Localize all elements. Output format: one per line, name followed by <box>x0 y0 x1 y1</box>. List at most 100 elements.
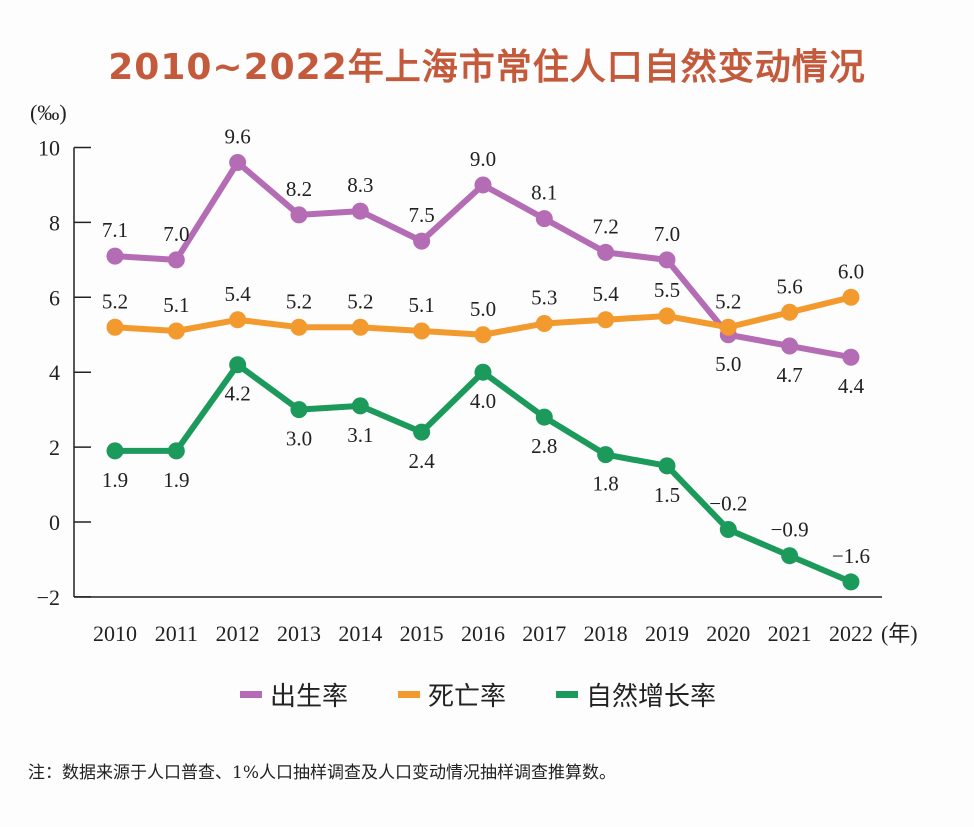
data-point <box>167 442 185 460</box>
data-point <box>842 573 860 591</box>
data-label: −0.9 <box>771 518 809 542</box>
x-tick-label: 2020 <box>706 621 750 646</box>
data-point <box>351 202 369 220</box>
y-tick-label: 0 <box>49 510 60 535</box>
y-tick-label: 10 <box>38 136 60 161</box>
data-point <box>351 318 369 336</box>
data-point <box>167 322 185 340</box>
data-label: 5.2 <box>347 289 373 313</box>
data-point <box>535 408 553 426</box>
legend: 出生率 死亡率 自然增长率 <box>240 676 716 713</box>
footnote: 注：数据来源于人口普查、1%人口抽样调查及人口变动情况抽样调查推算数。 <box>28 763 616 783</box>
data-label: 5.1 <box>163 293 189 317</box>
legend-item-growth: 自然增长率 <box>556 676 716 713</box>
data-point <box>658 457 676 475</box>
data-point <box>719 520 737 538</box>
data-label: 5.0 <box>470 297 496 321</box>
data-point <box>229 311 247 329</box>
legend-item-death: 死亡率 <box>398 676 506 713</box>
x-tick-label: 2013 <box>277 621 321 646</box>
data-point <box>229 356 247 374</box>
y-axis-unit: (‰) <box>30 100 67 125</box>
data-point <box>781 303 799 321</box>
data-point <box>474 363 492 381</box>
data-point <box>842 348 860 366</box>
data-point <box>597 446 615 464</box>
data-label: 5.2 <box>102 289 128 313</box>
data-label: 8.2 <box>286 177 312 201</box>
data-point <box>658 307 676 325</box>
data-label: 5.2 <box>715 289 741 313</box>
data-point <box>290 318 308 336</box>
data-point <box>474 326 492 344</box>
legend-label: 自然增长率 <box>586 682 717 712</box>
data-point <box>167 251 185 269</box>
legend-swatch <box>240 691 262 698</box>
data-label: −0.2 <box>709 491 747 515</box>
data-point <box>597 243 615 261</box>
x-tick-label: 2022 <box>829 621 873 646</box>
x-tick-label: 2016 <box>461 621 505 646</box>
data-label: 2.4 <box>409 449 436 473</box>
data-label: 4.7 <box>777 363 803 387</box>
data-label: 1.8 <box>593 472 619 496</box>
data-label: 7.2 <box>593 214 619 238</box>
data-label: 5.4 <box>225 282 252 306</box>
data-label: 9.0 <box>470 147 496 171</box>
data-point <box>351 397 369 415</box>
data-label: 1.9 <box>102 468 128 492</box>
data-label: −1.6 <box>832 544 870 568</box>
legend-swatch <box>556 691 579 698</box>
data-label: 8.3 <box>347 173 373 197</box>
data-point <box>597 311 615 329</box>
data-label: 3.0 <box>286 427 312 451</box>
data-label: 7.0 <box>654 222 680 246</box>
data-label: 2.8 <box>531 434 557 458</box>
data-label: 4.4 <box>838 374 865 398</box>
data-label: 5.5 <box>654 278 680 302</box>
y-tick-label: 2 <box>49 435 60 460</box>
data-label: 7.0 <box>163 222 189 246</box>
data-label: 4.2 <box>225 382 251 406</box>
x-tick-label: 2011 <box>155 621 198 646</box>
data-label: 5.4 <box>593 282 620 306</box>
legend-item-birth: 出生率 <box>240 676 348 713</box>
data-label: 4.0 <box>470 389 496 413</box>
data-label: 5.3 <box>531 286 557 310</box>
x-axis-unit: (年) <box>881 621 918 646</box>
data-point <box>658 251 676 269</box>
data-point <box>413 423 431 441</box>
data-label: 6.0 <box>838 259 864 283</box>
x-tick-label: 2010 <box>93 621 137 646</box>
x-tick-label: 2021 <box>768 621 812 646</box>
data-label: 5.6 <box>777 274 803 298</box>
x-tick-label: 2012 <box>216 621 260 646</box>
chart-title: 2010~2022年上海市常住人口自然变动情况 <box>108 47 866 88</box>
data-point <box>106 442 124 460</box>
data-point <box>229 153 247 171</box>
legend-swatch <box>398 691 421 698</box>
data-point <box>413 232 431 250</box>
y-tick-label: 4 <box>49 360 60 385</box>
legend-label: 出生率 <box>270 682 349 712</box>
y-tick-label: 6 <box>49 285 60 310</box>
data-point <box>535 315 553 333</box>
data-label: 3.1 <box>347 423 373 447</box>
data-point <box>474 176 492 194</box>
data-label: 8.1 <box>531 181 557 205</box>
x-tick-label: 2015 <box>400 621 444 646</box>
data-point <box>290 206 308 224</box>
legend-label: 死亡率 <box>428 682 507 712</box>
y-tick-label: 8 <box>49 210 60 235</box>
data-point <box>106 318 124 336</box>
data-point <box>781 337 799 355</box>
data-label: 1.5 <box>654 483 680 507</box>
data-label: 5.2 <box>286 289 312 313</box>
x-tick-label: 2017 <box>522 621 566 646</box>
data-point <box>413 322 431 340</box>
data-point <box>535 210 553 228</box>
x-tick-label: 2018 <box>584 621 628 646</box>
data-point <box>290 401 308 419</box>
